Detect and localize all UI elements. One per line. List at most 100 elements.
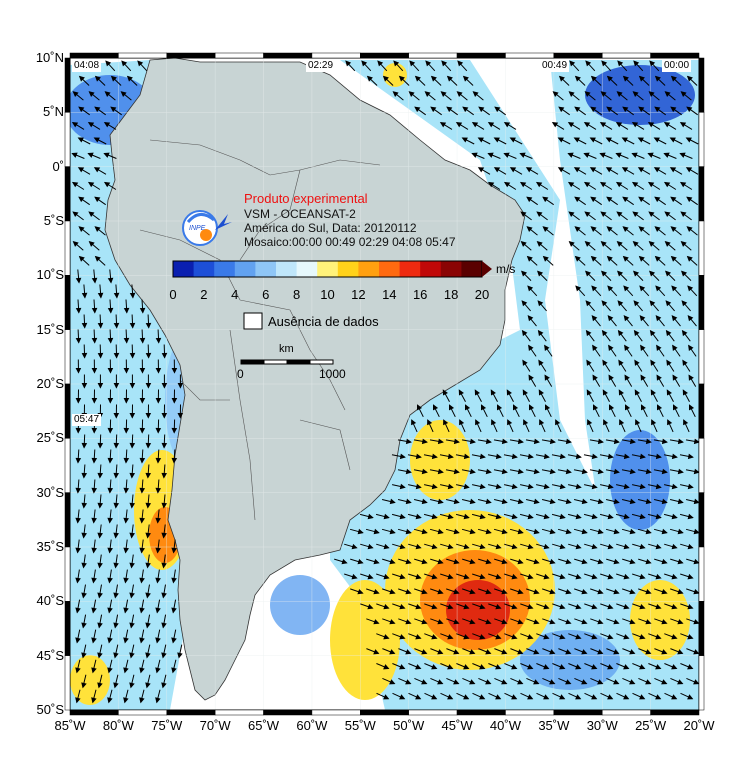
wind-vector-head — [663, 152, 670, 158]
wind-vector-head — [107, 337, 114, 344]
wind-vector-head — [511, 543, 518, 550]
wind-vector-head — [591, 543, 598, 550]
wind-vector-head — [383, 513, 390, 520]
wind-vector-head — [654, 196, 661, 203]
wind-vector-head — [651, 419, 657, 426]
wind-vector-head — [405, 588, 412, 595]
wind-vector-head — [615, 122, 623, 128]
pass-time-2: 02:29 — [306, 60, 336, 72]
wind-vector-head — [655, 513, 662, 520]
wind-vector-head — [145, 322, 152, 329]
wind-vector-head — [447, 543, 454, 550]
wind-vector-head — [543, 483, 550, 490]
colorbar-cell — [379, 261, 401, 277]
wind-vector-head — [94, 106, 101, 113]
wind-vector-head — [161, 562, 167, 569]
wind-vector-head — [672, 374, 678, 381]
wind-vector-head — [94, 196, 101, 203]
wind-vector-head — [633, 329, 640, 337]
wind-vector-head — [421, 468, 428, 475]
wind-vector-head — [113, 592, 119, 599]
wind-vector-head — [399, 634, 406, 640]
wind-vector-head — [621, 167, 629, 173]
latitude-label: 5˚S — [43, 213, 64, 228]
wind-vector-head — [453, 649, 460, 655]
wind-vector-head — [491, 419, 497, 426]
wind-vector-head — [575, 694, 582, 700]
wind-vector-head — [431, 634, 438, 640]
wind-vector-head — [495, 664, 502, 670]
wind-vector-head — [581, 679, 588, 685]
wind-vector-head — [520, 211, 527, 218]
wind-vector-head — [91, 697, 97, 704]
wind-vector-head — [655, 664, 662, 670]
wind-vector-head — [107, 457, 114, 464]
wind-vector-head — [568, 91, 575, 97]
wind-vector-head — [511, 694, 518, 700]
latitude-label: 5˚N — [43, 104, 64, 120]
wind-vector-head — [431, 543, 438, 550]
wind-vector-head — [682, 389, 688, 396]
wind-vector-head — [155, 607, 161, 614]
wind-vector-head — [485, 679, 492, 685]
wind-vector-head — [91, 577, 97, 584]
wind-vector-head — [670, 106, 677, 113]
wind-vector-head — [637, 167, 645, 173]
wind-vector-head — [367, 543, 374, 550]
wind-vector-head — [139, 337, 146, 344]
wind-vector-head — [497, 404, 503, 411]
wind-vector-head — [97, 682, 103, 689]
wind-vector-head — [351, 543, 358, 550]
wind-vector-head — [485, 558, 492, 565]
wind-vector-head — [479, 453, 486, 460]
wind-vector-head — [623, 513, 630, 520]
wind-vector-head — [501, 438, 508, 445]
wind-vector-head — [673, 404, 679, 411]
wind-vector-head — [605, 167, 613, 173]
wind-vector-head — [399, 483, 406, 490]
wind-vector-head — [639, 453, 646, 460]
wind-vector-head — [654, 226, 661, 232]
wind-vector-head — [584, 240, 591, 247]
frame-tick — [166, 52, 216, 59]
wind-vector-head — [584, 211, 591, 218]
wind-vector-head — [155, 637, 161, 644]
wind-vector-head — [517, 649, 524, 655]
wind-vector-head — [647, 152, 654, 158]
wind-vector-head — [405, 438, 412, 445]
wind-vector-head — [145, 562, 151, 569]
colorbar-cell — [193, 261, 215, 277]
wind-vector-head — [687, 543, 694, 550]
wind-vector-head — [405, 649, 412, 655]
wind-vector-head — [126, 75, 133, 82]
wind-vector-head — [107, 697, 113, 704]
wind-vector-head — [565, 588, 572, 595]
wind-vector-head — [687, 453, 694, 460]
wind-vector-head — [661, 498, 668, 505]
wind-vector-head — [521, 329, 528, 337]
wind-vector-head — [655, 285, 662, 292]
wind-vector-head — [575, 664, 582, 670]
wind-vector-head — [113, 562, 119, 569]
wind-vector-head — [693, 588, 699, 595]
wind-vector-head — [351, 573, 358, 580]
wind-vector-head — [693, 468, 699, 475]
wind-vector-head — [129, 352, 136, 359]
wind-vector-head — [81, 322, 88, 329]
frame-tick — [214, 52, 264, 59]
wind-vector-head — [437, 619, 444, 625]
wind-vector-head — [129, 383, 136, 389]
wind-vector-head — [511, 483, 518, 490]
wind-vector-head — [463, 513, 470, 520]
wind-vector-head — [686, 75, 693, 82]
wind-vector-head — [449, 404, 455, 411]
wind-vector-head — [664, 240, 671, 247]
wind-vector-head — [469, 498, 476, 505]
wind-vector-head — [607, 285, 614, 292]
wind-vector-head — [519, 152, 526, 158]
wind-vector-head — [479, 603, 486, 610]
frame-tick — [360, 709, 409, 716]
wind-vector-head — [72, 240, 79, 247]
wind-vector-head — [123, 457, 130, 464]
wind-vector-head — [583, 122, 591, 128]
